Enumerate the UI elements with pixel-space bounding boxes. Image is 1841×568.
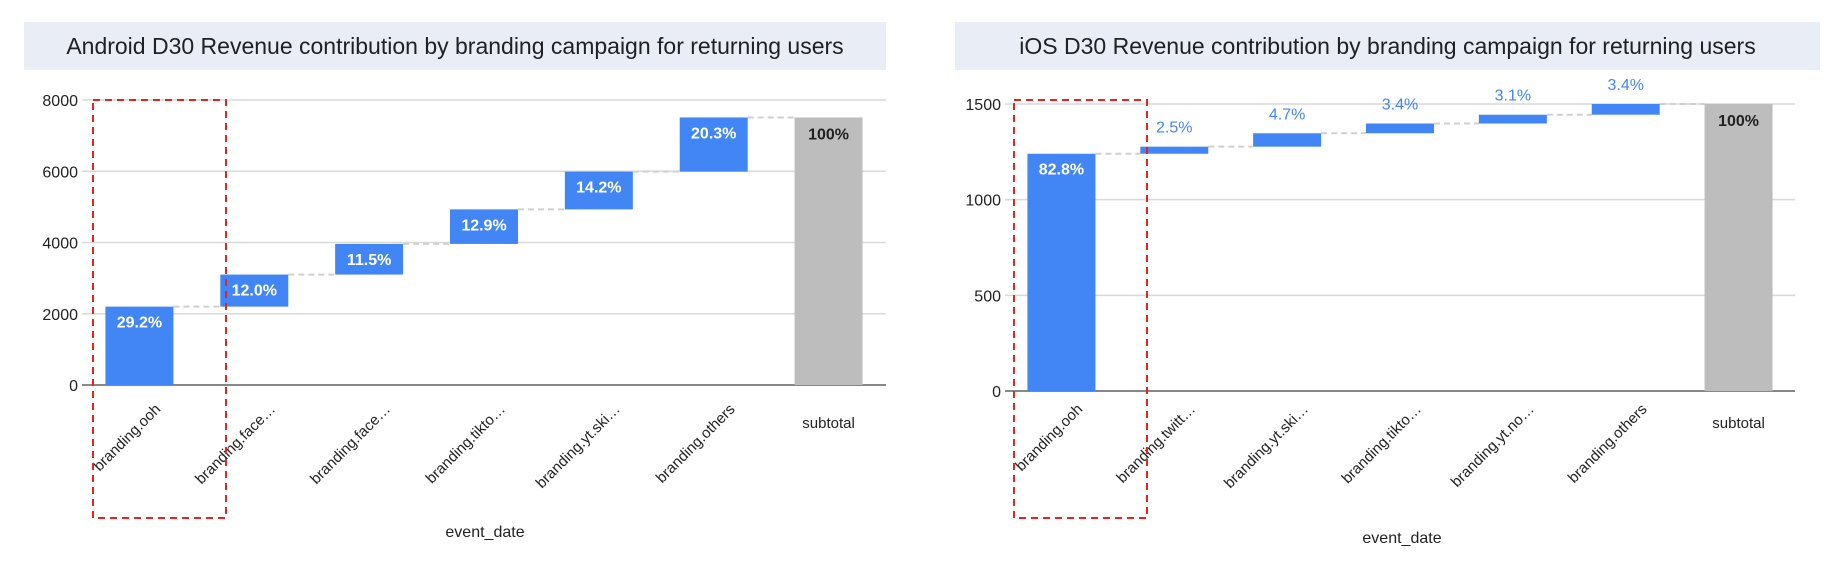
waterfall-bar xyxy=(564,171,633,210)
y-tick-label: 2000 xyxy=(42,307,78,324)
x-axis-title: event_date xyxy=(445,524,524,541)
x-category-label: branding.face… xyxy=(307,401,394,488)
waterfall-bar xyxy=(1253,133,1322,147)
data-label: 3.4% xyxy=(1607,77,1643,94)
highlight-box xyxy=(92,99,227,519)
data-label: 12.9% xyxy=(461,217,506,234)
highlight-box xyxy=(1013,99,1148,519)
y-tick-label: 8000 xyxy=(42,93,78,110)
waterfall-bar xyxy=(1478,114,1547,124)
data-label: 82.8% xyxy=(1039,162,1084,179)
chart-title: iOS D30 Revenue contribution by branding… xyxy=(955,22,1820,70)
chart-title: Android D30 Revenue contribution by bran… xyxy=(24,22,886,70)
x-category-label: branding.yt.ski… xyxy=(533,401,624,492)
x-category-label: branding.yt.no… xyxy=(1448,401,1538,491)
data-label: 29.2% xyxy=(117,315,162,332)
data-label: 2.5% xyxy=(1156,120,1192,137)
x-category-label: subtotal xyxy=(1712,415,1765,432)
x-category-label: branding.others xyxy=(653,401,739,487)
data-label: 3.4% xyxy=(1382,97,1418,114)
y-tick-label: 500 xyxy=(974,288,1001,305)
data-label: 11.5% xyxy=(347,252,391,269)
y-tick-label: 1000 xyxy=(965,193,1001,210)
waterfall-bar xyxy=(1591,104,1660,115)
data-label: 3.1% xyxy=(1495,88,1531,105)
y-tick-label: 6000 xyxy=(42,164,78,181)
x-category-label: branding.tikto… xyxy=(1339,401,1425,487)
ios-chart-panel: iOS D30 Revenue contribution by branding… xyxy=(955,0,1841,568)
waterfall-bar xyxy=(1027,153,1096,391)
waterfall-bar xyxy=(679,117,748,172)
x-category-label: branding.face… xyxy=(192,401,279,488)
android-chart-panel: Android D30 Revenue contribution by bran… xyxy=(0,0,900,568)
data-label: 100% xyxy=(808,126,849,143)
x-category-label: branding.others xyxy=(1565,401,1651,487)
ios-waterfall-chart: 0 500 1000 1500 82.8% 2.5% 4.7% 3.4% 3.1% 3.4% 100… xyxy=(965,77,1795,547)
data-label: 100% xyxy=(1718,113,1759,130)
y-tick-label: 0 xyxy=(992,384,1001,401)
x-category-label: branding.tikto… xyxy=(423,401,509,487)
waterfall-bar xyxy=(335,243,404,275)
y-tick-label: 4000 xyxy=(42,236,78,253)
x-axis-title: event_date xyxy=(1362,530,1441,547)
waterfall-bar xyxy=(1140,146,1209,154)
data-label: 20.3% xyxy=(691,125,736,142)
waterfall-bar xyxy=(105,306,174,385)
data-label: 14.2% xyxy=(576,180,621,197)
data-label: 12.0% xyxy=(232,283,277,300)
waterfall-bar xyxy=(220,274,289,307)
waterfall-bar xyxy=(1366,123,1434,134)
x-category-label: branding.yt.ski… xyxy=(1221,401,1312,492)
subtotal-bar xyxy=(794,117,863,386)
y-tick-label: 1500 xyxy=(965,97,1001,114)
y-tick-label: 0 xyxy=(69,378,78,395)
data-label: 4.7% xyxy=(1269,106,1305,123)
subtotal-bar xyxy=(1704,104,1773,391)
waterfall-bar xyxy=(450,209,518,244)
android-waterfall-chart: 0 2000 4000 6000 8000 29.2% 12.0% 11.5% 12.9% 14.… xyxy=(42,93,886,541)
x-category-label: branding.twitt… xyxy=(1113,401,1199,487)
x-category-label: subtotal xyxy=(802,415,855,432)
x-category-label: branding.ooh xyxy=(90,401,164,475)
x-category-label: branding.ooh xyxy=(1012,401,1086,475)
